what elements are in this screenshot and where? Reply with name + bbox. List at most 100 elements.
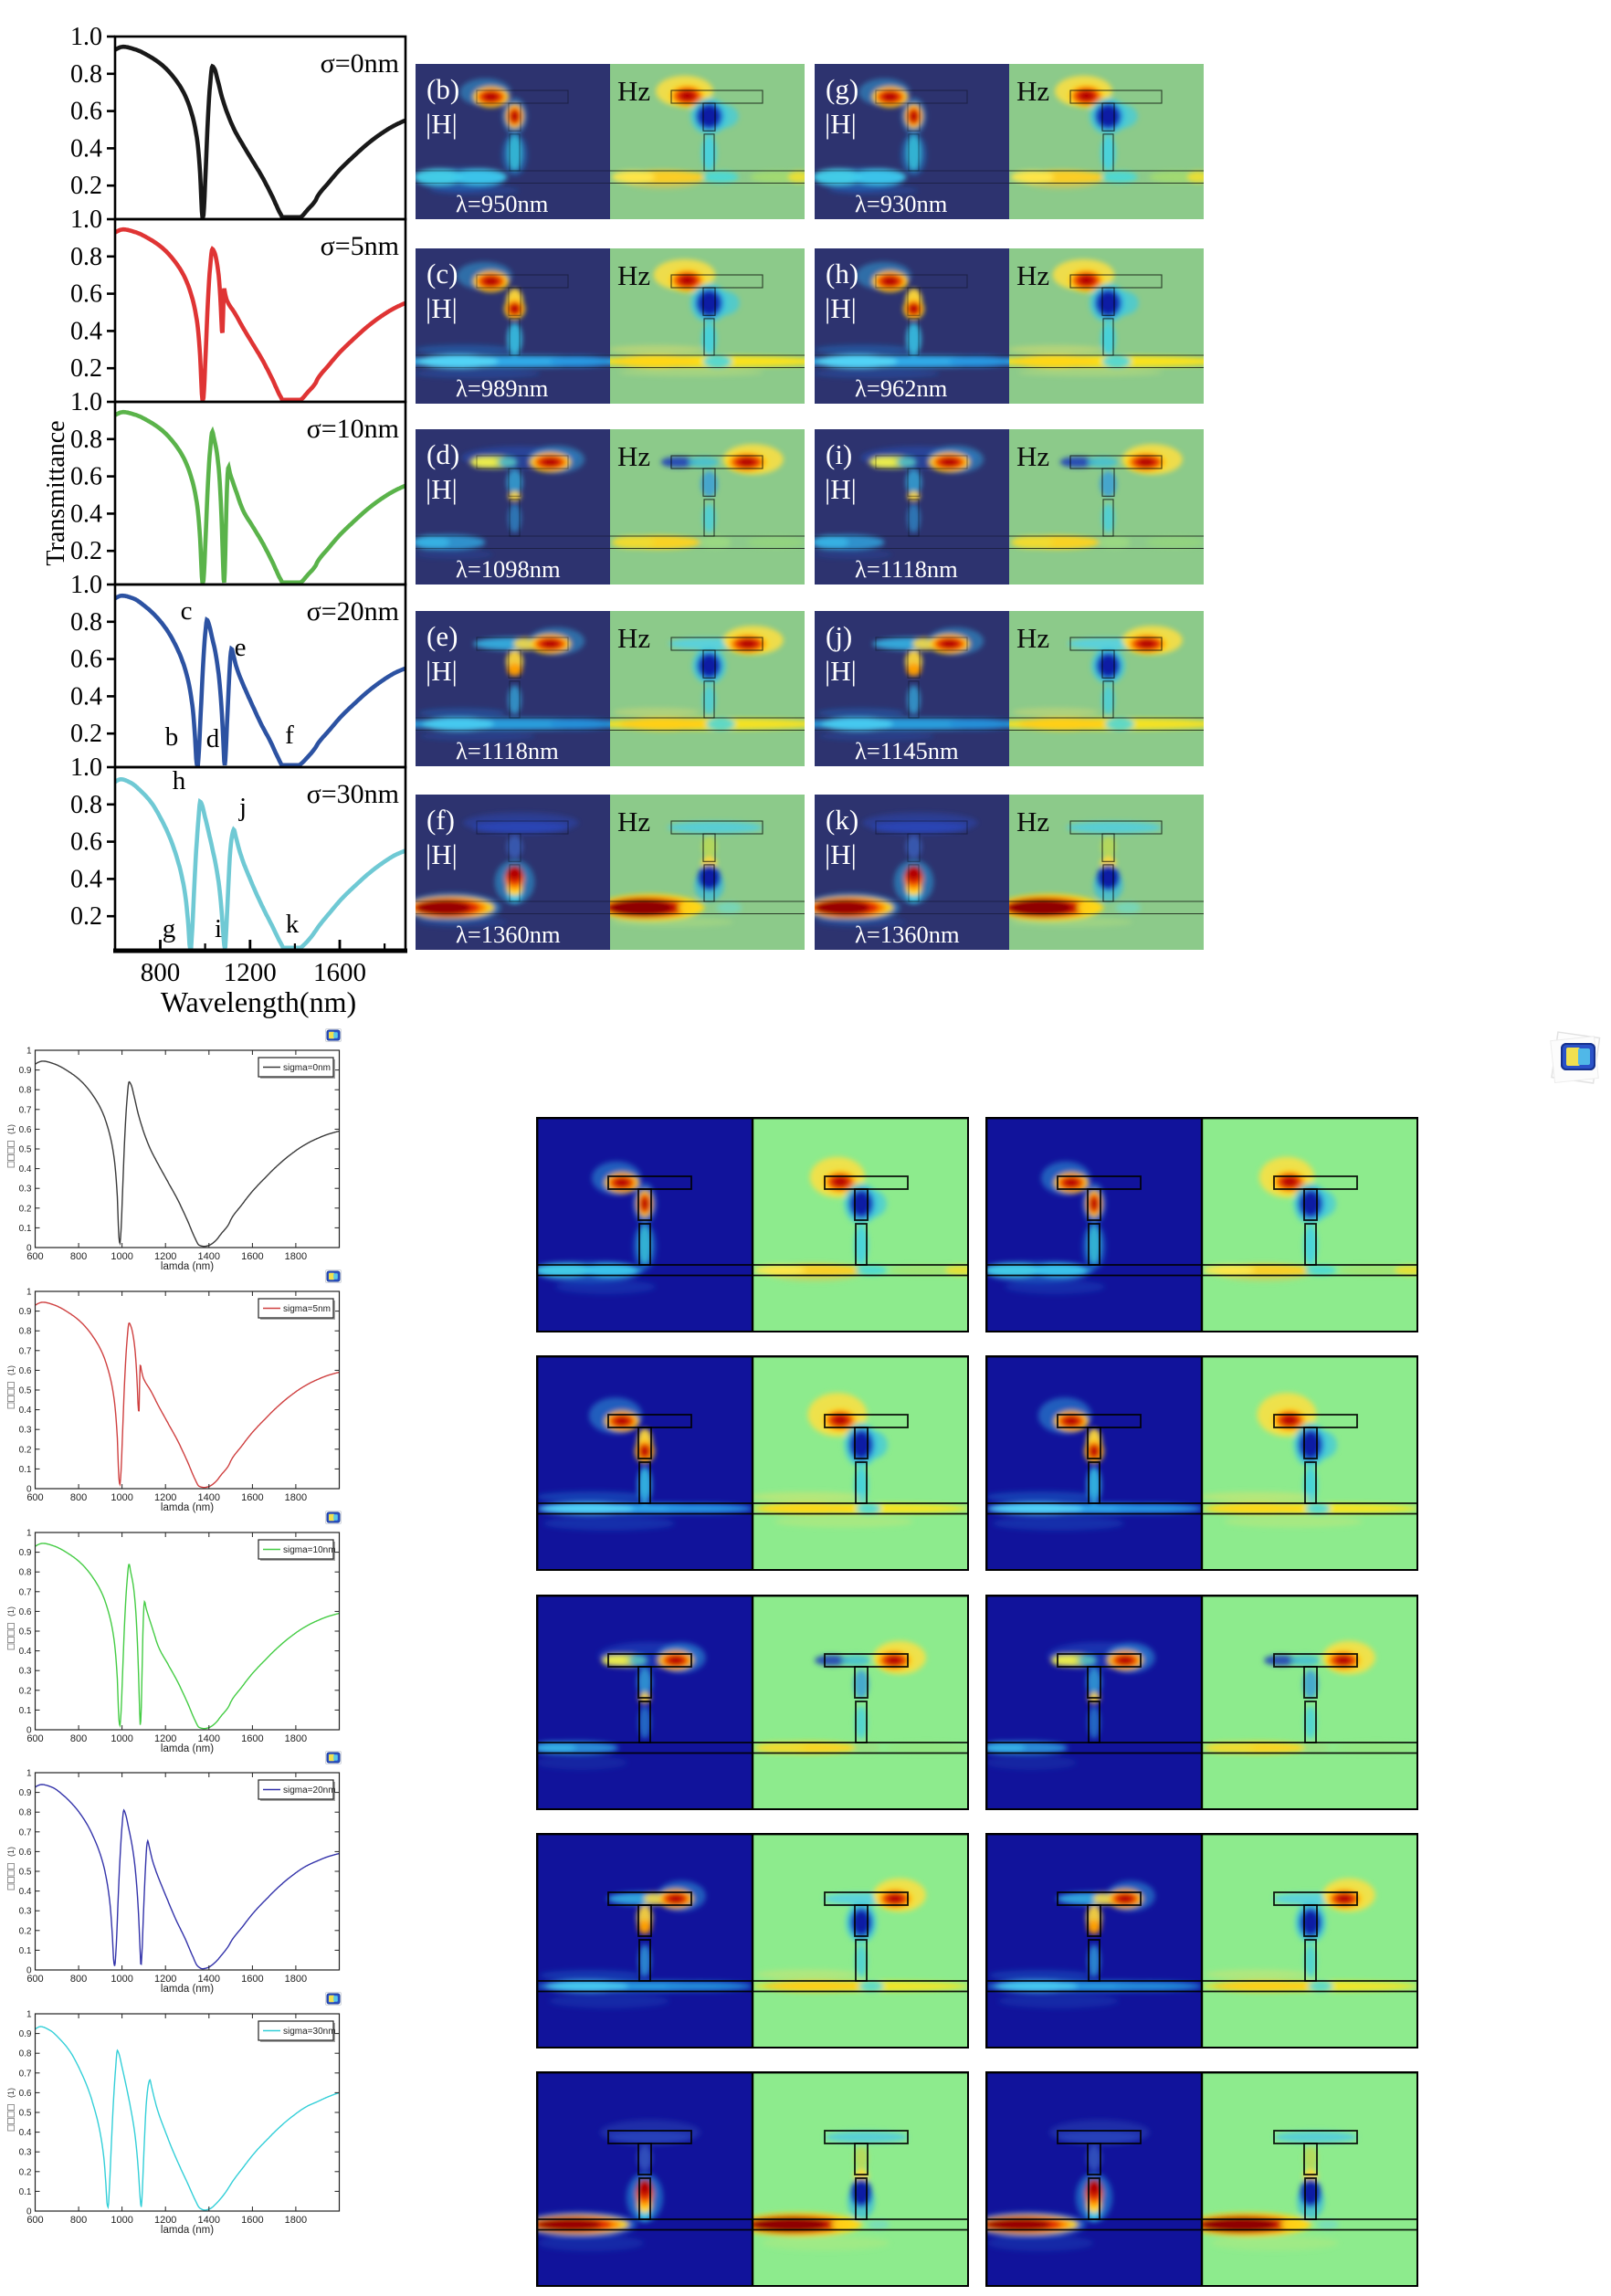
svg-text:j: j [238, 793, 247, 822]
svg-text:0.8: 0.8 [70, 243, 102, 271]
svg-text:Hz: Hz [617, 259, 650, 291]
svg-text:1600: 1600 [313, 958, 366, 987]
svg-text:0.4: 0.4 [19, 1887, 32, 1897]
svg-text:Hz: Hz [617, 622, 650, 654]
svg-text:0.3: 0.3 [19, 1185, 32, 1195]
svg-text:1200: 1200 [154, 1733, 176, 1744]
svg-text:1800: 1800 [285, 1251, 307, 1262]
svg-text:800: 800 [70, 1974, 87, 1985]
svg-text:1400: 1400 [198, 1974, 220, 1985]
svg-text:h: h [173, 766, 186, 795]
svg-text:|H|: |H| [426, 655, 458, 687]
svg-text:0.2: 0.2 [70, 172, 102, 200]
svg-text:0.5: 0.5 [19, 1386, 32, 1396]
svg-text:0.4: 0.4 [19, 1164, 32, 1174]
svg-text:0.4: 0.4 [70, 317, 102, 345]
svg-text:sigma=30nm: sigma=30nm [283, 2027, 336, 2037]
svg-text:0.2: 0.2 [19, 2167, 32, 2177]
svg-text:0.6: 0.6 [70, 98, 102, 126]
svg-text:Hz: Hz [617, 75, 650, 107]
svg-text:1800: 1800 [285, 1974, 307, 1985]
svg-text:(g): (g) [826, 73, 858, 105]
svg-text:sigma=0nm: sigma=0nm [283, 1063, 331, 1073]
svg-text:Hz: Hz [1016, 622, 1049, 654]
svg-text:σ=10nm: σ=10nm [307, 414, 399, 444]
svg-text:λ=1145nm: λ=1145nm [855, 737, 959, 764]
svg-text:1200: 1200 [154, 1974, 176, 1985]
svg-text:0.6: 0.6 [70, 463, 102, 491]
svg-text:1.0: 1.0 [70, 205, 102, 234]
svg-text:λ=930nm: λ=930nm [855, 190, 948, 217]
svg-text:0: 0 [26, 1966, 32, 1976]
svg-text:Hz: Hz [617, 806, 650, 837]
svg-text:0.8: 0.8 [19, 1327, 32, 1337]
svg-text:Hz: Hz [1016, 259, 1049, 291]
svg-text:0.7: 0.7 [19, 2069, 32, 2079]
svg-text:0.2: 0.2 [70, 720, 102, 748]
svg-text:d: d [206, 724, 220, 753]
svg-text:0.6: 0.6 [70, 646, 102, 674]
svg-text:k: k [286, 910, 300, 939]
svg-text:λ=1360nm: λ=1360nm [855, 921, 960, 948]
svg-text:lamda (nm): lamda (nm) [161, 1261, 214, 1272]
svg-text:|H|: |H| [426, 473, 458, 505]
svg-text:1.0: 1.0 [70, 388, 102, 416]
svg-text:1000: 1000 [111, 1492, 132, 1503]
svg-text:1200: 1200 [224, 958, 277, 987]
svg-text:Hz: Hz [1016, 75, 1049, 107]
svg-text:λ=962nm: λ=962nm [855, 374, 948, 402]
svg-text:λ=989nm: λ=989nm [456, 374, 549, 402]
svg-text:|H|: |H| [426, 838, 458, 870]
svg-text:0.1: 0.1 [19, 1224, 32, 1234]
svg-text:(b): (b) [426, 73, 459, 105]
svg-text:1000: 1000 [111, 1251, 132, 1262]
svg-text:0.4: 0.4 [70, 865, 102, 893]
svg-text:0.8: 0.8 [19, 2049, 32, 2059]
svg-text:1.0: 1.0 [70, 23, 102, 51]
svg-text:1600: 1600 [241, 1974, 263, 1985]
svg-text:sigma=10nm: sigma=10nm [283, 1545, 336, 1555]
svg-text:Hz: Hz [1016, 806, 1049, 837]
svg-text:|H|: |H| [825, 655, 857, 687]
svg-text:1: 1 [26, 1288, 32, 1298]
svg-text:0.2: 0.2 [19, 1204, 32, 1214]
svg-text:0.3: 0.3 [19, 1667, 32, 1677]
svg-text:0.5: 0.5 [19, 1868, 32, 1878]
svg-text:0.2: 0.2 [19, 1926, 32, 1936]
svg-text:0.4: 0.4 [19, 1406, 32, 1416]
svg-text:1600: 1600 [241, 2215, 263, 2226]
svg-text:1200: 1200 [154, 1492, 176, 1503]
svg-text:(d): (d) [426, 438, 459, 470]
svg-text:(i): (i) [826, 438, 852, 470]
svg-text:0.8: 0.8 [70, 60, 102, 89]
svg-text:1: 1 [26, 1047, 32, 1057]
svg-text:(1): (1) [6, 1847, 16, 1857]
svg-text:600: 600 [26, 1733, 43, 1744]
svg-text:1800: 1800 [285, 1492, 307, 1503]
svg-text:0.6: 0.6 [19, 1848, 32, 1858]
svg-text:(j): (j) [826, 620, 852, 652]
svg-text:0.3: 0.3 [19, 1426, 32, 1436]
svg-text:lamda (nm): lamda (nm) [161, 1984, 214, 1995]
svg-text:1: 1 [26, 1769, 32, 1779]
svg-text:0.4: 0.4 [19, 1647, 32, 1657]
svg-text:0.5: 0.5 [19, 1627, 32, 1638]
svg-text:Hz: Hz [617, 440, 650, 472]
svg-text:0.8: 0.8 [70, 426, 102, 454]
svg-text:|H|: |H| [825, 473, 857, 505]
svg-text:0.7: 0.7 [19, 1587, 32, 1597]
svg-text:0.3: 0.3 [19, 1907, 32, 1917]
svg-text:λ=1118nm: λ=1118nm [855, 555, 958, 583]
svg-text:|H|: |H| [825, 292, 857, 324]
svg-text:0.9: 0.9 [19, 1307, 32, 1317]
svg-text:0.4: 0.4 [19, 2128, 32, 2138]
svg-text:0.4: 0.4 [70, 682, 102, 711]
svg-text:0.2: 0.2 [70, 354, 102, 383]
svg-text:0.9: 0.9 [19, 1066, 32, 1076]
svg-text:1.0: 1.0 [70, 571, 102, 599]
svg-text:lamda (nm): lamda (nm) [161, 1743, 214, 1754]
svg-text:0.4: 0.4 [70, 500, 102, 528]
svg-text:|H|: |H| [426, 108, 458, 140]
svg-text:800: 800 [141, 958, 181, 987]
svg-text:0: 0 [26, 1244, 32, 1254]
